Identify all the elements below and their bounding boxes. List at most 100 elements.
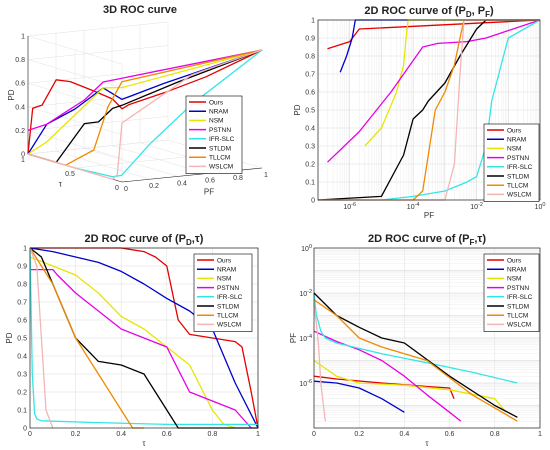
pf-tick-label: 0.4 xyxy=(177,180,187,187)
x-tick-label: 0.6 xyxy=(162,431,172,438)
x-tick-label: 10-2 xyxy=(470,202,483,211)
series-line-wslcm xyxy=(29,247,54,429)
y-tick-label: 0.1 xyxy=(17,408,27,415)
panel-roc-pd-tau: 0 0.2 0.4 0.6 0.8 1 0 0.1 0.2 0.3 0.4 0.5 0.6 0.7 0.8 0… xyxy=(5,233,260,448)
legend-entry: TLLCM xyxy=(209,155,230,162)
legend-entry: WSLCM xyxy=(507,322,531,329)
legend-entry: Ours xyxy=(209,99,224,106)
y-tick-label: 0 xyxy=(23,426,27,433)
chart-title: 2D ROC curve of (PF,τ) xyxy=(368,233,486,247)
x-axis-label: τ xyxy=(425,439,429,448)
legend-entry: STLDM xyxy=(209,145,231,152)
y-tick-label: 100 xyxy=(301,244,312,253)
x-axis-label: τ xyxy=(142,439,146,448)
y-tick-label: 0 xyxy=(311,198,315,205)
series-line-nsm xyxy=(313,359,507,413)
y-tick-label: 0.6 xyxy=(305,90,315,97)
x-tick-label: 1 xyxy=(538,431,542,438)
legend-entry: PSTNN xyxy=(507,155,529,162)
y-tick-label: 0.8 xyxy=(305,54,315,61)
y-tick-label: 0.4 xyxy=(17,354,27,361)
x-tick-label: 0.2 xyxy=(354,431,364,438)
pd-tick-label: 0 xyxy=(21,152,25,159)
plot-frame xyxy=(313,247,541,429)
legend-entry: NSM xyxy=(217,276,231,283)
y-tick-label: 10-2 xyxy=(299,289,312,298)
panel-roc-pd-pf: 10-6 10-4 10-2 100 0 0.1 0.2 0.3 0.4 0.5 0.6 0.7 0.8… xyxy=(293,5,545,220)
series-line-nsm xyxy=(29,256,236,429)
chart-title: 2D ROC curve of (PD, PF) xyxy=(364,5,494,19)
y-tick-label: 0.4 xyxy=(305,126,315,133)
legend-entry: NRAM xyxy=(507,267,526,274)
series-line-nsm xyxy=(27,49,263,155)
pd-tick-label: 0.8 xyxy=(15,57,25,64)
x-axis-label: PF xyxy=(204,187,214,196)
legend-entry: NSM xyxy=(507,276,521,283)
pf-tick-label: 0.8 xyxy=(233,175,243,182)
legend-entry: WSLCM xyxy=(507,192,531,199)
y-axis-label: PD xyxy=(293,104,302,115)
legend-entry: NRAM xyxy=(217,267,236,274)
y-tick-label: 0.7 xyxy=(305,72,315,79)
pf-tick-label: 1 xyxy=(264,172,268,179)
tau-tick-label: 0.5 xyxy=(65,171,75,178)
legend-entry: Ours xyxy=(507,127,522,134)
series-line-pstnn xyxy=(30,268,252,429)
x-tick-label: 0.8 xyxy=(490,431,500,438)
grid-3d xyxy=(27,21,263,183)
legend-entry: WSLCM xyxy=(209,164,233,171)
y-tick-label: 0.2 xyxy=(305,162,315,169)
legend-entry: IFR-SLC xyxy=(507,294,533,301)
panel-3d-roc: 0 0.2 0.4 0.6 0.8 100.5100.20.40.60.81PFτPD3D… xyxy=(7,4,268,196)
y-axis-label: τ xyxy=(59,180,63,189)
plot-frame xyxy=(317,19,541,201)
series-group xyxy=(29,247,259,429)
series-line-tllcm xyxy=(318,19,540,201)
series-line-pstnn xyxy=(313,330,462,422)
series-line-ours xyxy=(327,19,541,50)
y-tick-label: 0.5 xyxy=(305,108,315,115)
series-line-pstnn xyxy=(27,49,263,132)
series-line-ifr-slc xyxy=(29,247,258,426)
legend-entry: IFR-SLC xyxy=(217,294,243,301)
y-tick-label: 0.9 xyxy=(17,264,27,271)
y-tick-label: 0.1 xyxy=(305,180,315,187)
x-tick-label: 0.8 xyxy=(208,431,218,438)
legend-entry: TLLCM xyxy=(507,313,528,320)
series-line-stldm xyxy=(27,49,263,164)
y-tick-label: 10-6 xyxy=(299,379,312,388)
plot-frame xyxy=(29,247,259,429)
legend-entry: TLLCM xyxy=(507,183,528,190)
x-tick-label: 0.2 xyxy=(71,431,81,438)
x-tick-label: 0 xyxy=(28,431,32,438)
legend: Ours NRAM NSM PSTNN IFR-SLC STLDM TLLCM WSLCM xyxy=(185,95,243,174)
y-tick-label: 0.3 xyxy=(305,144,315,151)
legend-entry: IFR-SLC xyxy=(507,164,533,171)
legend-entry: PSTNN xyxy=(209,127,231,134)
legend: Ours NRAM NSM PSTNN IFR-SLC STLDM TLLCM WSLCM xyxy=(483,253,540,332)
x-tick-label: 0.4 xyxy=(116,431,126,438)
legend-entry: NRAM xyxy=(209,109,228,116)
pf-tick-label: 0 xyxy=(124,186,128,193)
legend-entry: NSM xyxy=(209,118,223,125)
tau-tick-label: 0 xyxy=(115,185,119,192)
pd-tick-label: 0.2 xyxy=(15,128,25,135)
series-line-pstnn xyxy=(327,19,541,163)
x-tick-label: 0 xyxy=(312,431,316,438)
legend-entry: PSTNN xyxy=(217,285,239,292)
series-line-tllcm xyxy=(29,247,144,429)
series-line-ifr-slc xyxy=(313,292,518,384)
y-tick-label: 0.9 xyxy=(305,36,315,43)
series-line-ours xyxy=(27,49,263,155)
x-tick-label: 100 xyxy=(535,202,546,211)
legend-entry: STLDM xyxy=(507,173,529,180)
y-tick-label: 10-4 xyxy=(299,334,312,343)
series-line-ifr-slc xyxy=(318,19,541,201)
y-tick-label: 1 xyxy=(311,18,315,25)
x-tick-label: 0.4 xyxy=(400,431,410,438)
series-line-stldm xyxy=(317,19,540,201)
y-axis-label: PF xyxy=(289,333,298,343)
legend-entry: Ours xyxy=(217,257,232,264)
x-tick-label: 10-4 xyxy=(407,202,420,211)
legend-entry: STLDM xyxy=(217,303,239,310)
